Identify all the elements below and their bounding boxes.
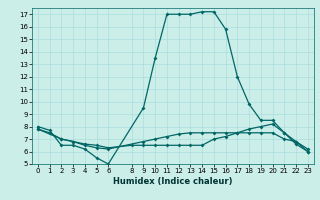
X-axis label: Humidex (Indice chaleur): Humidex (Indice chaleur): [113, 177, 233, 186]
